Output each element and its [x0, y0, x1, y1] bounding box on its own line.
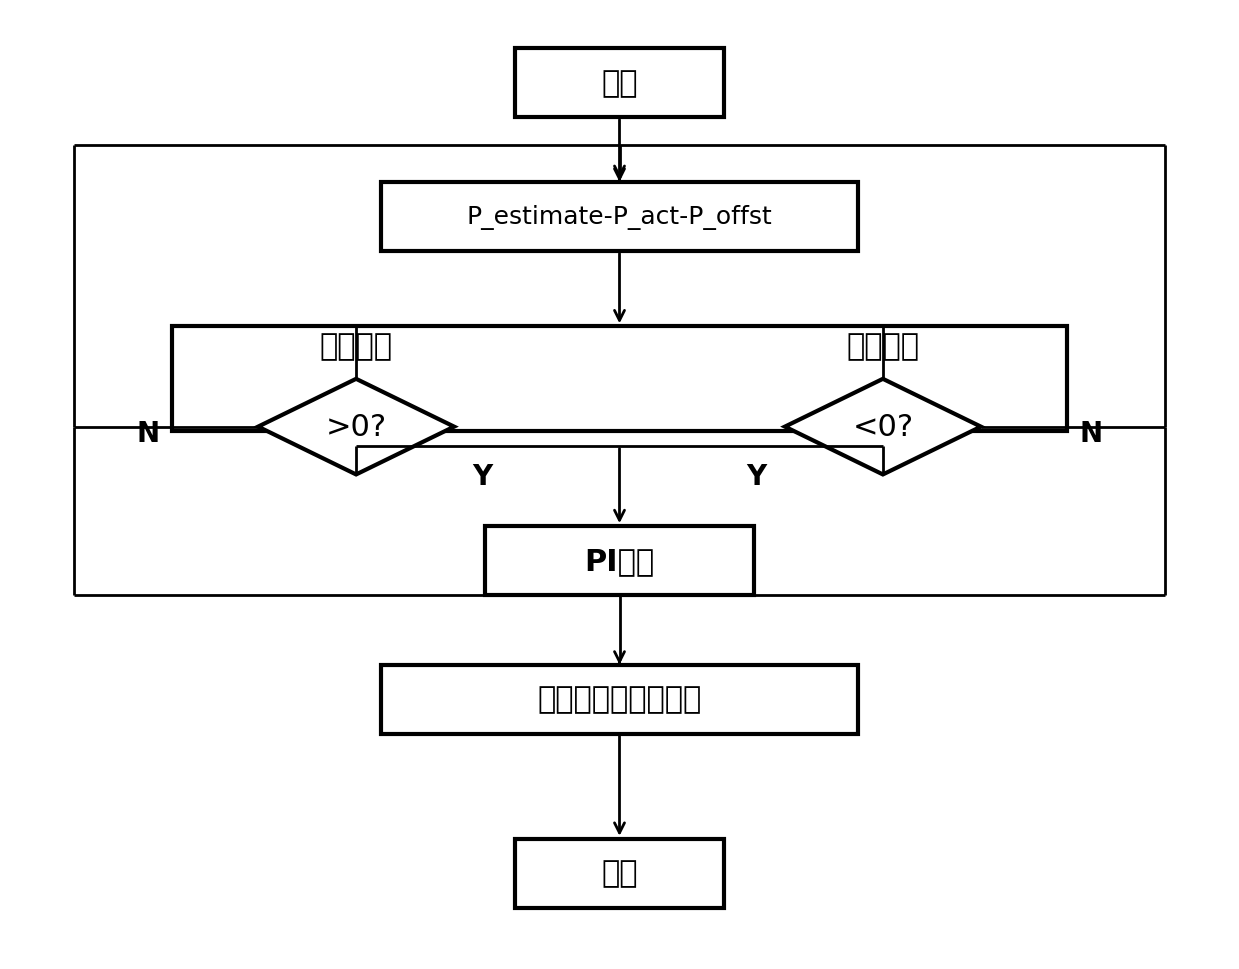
- Text: PI控制: PI控制: [585, 547, 654, 576]
- Text: Y: Y: [747, 463, 767, 491]
- Text: N: N: [136, 420, 160, 448]
- Bar: [515, 839, 724, 908]
- Bar: [380, 183, 859, 251]
- Text: N: N: [1079, 420, 1103, 448]
- Text: >0?: >0?: [326, 413, 387, 442]
- Bar: [172, 327, 1067, 432]
- Text: P_estimate-P_act-P_offst: P_estimate-P_act-P_offst: [467, 204, 772, 230]
- Text: 计算电机充放电功率: 计算电机充放电功率: [538, 685, 701, 714]
- Bar: [515, 49, 724, 117]
- Text: 充电过程: 充电过程: [320, 331, 393, 360]
- Text: 开始: 开始: [601, 69, 638, 98]
- Polygon shape: [258, 380, 455, 475]
- Polygon shape: [784, 380, 981, 475]
- Text: Y: Y: [472, 463, 492, 491]
- Bar: [484, 526, 755, 595]
- Bar: [380, 665, 859, 734]
- Text: 结束: 结束: [601, 859, 638, 888]
- Text: 放电过程: 放电过程: [846, 331, 919, 360]
- Text: <0?: <0?: [852, 413, 913, 442]
